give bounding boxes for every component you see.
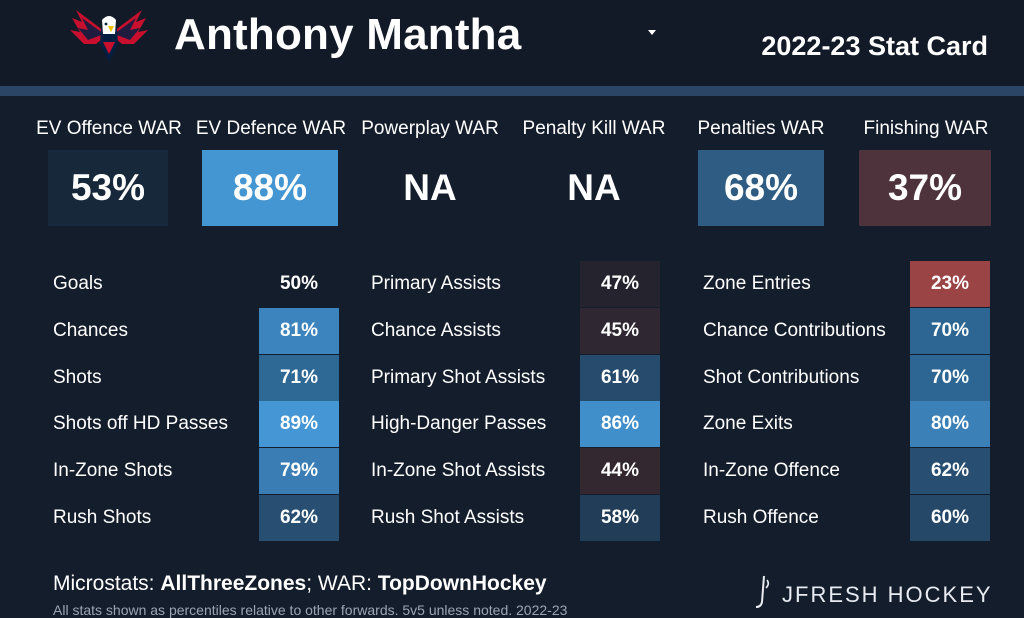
stat-row-rush-offence: Rush Offence 60% (703, 495, 991, 541)
stat-value: 80% (910, 401, 990, 447)
war-label: Penalty Kill WAR (522, 118, 666, 139)
stat-value: 86% (580, 401, 660, 447)
microstats-prefix: Microstats: (53, 572, 161, 595)
stat-label: Zone Exits (703, 413, 793, 434)
stat-value: 62% (259, 495, 339, 541)
stat-row-primary-assists: Primary Assists 47% (371, 261, 663, 307)
stat-row-chances: Chances 81% (53, 308, 339, 354)
war-value-box: 68% (698, 150, 824, 226)
footer-note: All stats shown as percentiles relative … (53, 602, 568, 618)
stat-row-shot-contributions: Shot Contributions 70% (703, 355, 991, 401)
header-bar (0, 0, 1024, 86)
stat-label: Primary Assists (371, 273, 501, 294)
war-value-box: 37% (859, 150, 991, 226)
stat-label: Rush Shot Assists (371, 507, 525, 528)
stat-row-in-zone-offence: In-Zone Offence 62% (703, 448, 991, 494)
stat-row-shots-off-hd-passes: Shots off HD Passes 89% (53, 401, 339, 447)
stat-value: 70% (910, 308, 990, 354)
stat-label: Zone Entries (703, 273, 811, 294)
stat-card-title: 2022-23 Stat Card (761, 31, 988, 61)
war-prefix: ; WAR: (306, 572, 378, 595)
war-value-box: NA (370, 150, 490, 226)
stat-label: Shots off HD Passes (53, 413, 228, 434)
war-ev-offence: EV Offence WAR 53% (28, 114, 190, 228)
stat-row-primary-shot-assists: Primary Shot Assists 61% (371, 355, 663, 401)
war-powerplay: Powerplay WAR NA (349, 114, 511, 228)
war-value-box: 53% (48, 150, 168, 226)
header-divider (0, 86, 1024, 96)
stat-row-high-danger-passes: High-Danger Passes 86% (371, 401, 663, 447)
caret-down-icon[interactable] (644, 24, 660, 40)
stat-label: High-Danger Passes (371, 413, 547, 434)
stat-row-chance-assists: Chance Assists 45% (371, 308, 663, 354)
stat-label: Rush Offence (703, 507, 819, 528)
war-label: EV Defence WAR (195, 118, 347, 139)
war-source: TopDownHockey (377, 572, 547, 595)
stat-row-rush-shot-assists: Rush Shot Assists 58% (371, 495, 663, 541)
war-label: EV Offence WAR (36, 118, 182, 139)
stat-value: 50% (259, 261, 339, 307)
war-label: Powerplay WAR (361, 118, 499, 139)
stat-value: 71% (259, 355, 339, 401)
stat-label: Primary Shot Assists (371, 367, 546, 388)
stat-value: 70% (910, 355, 990, 401)
stat-value: 60% (910, 495, 990, 541)
stat-row-in-zone-shot-assists: In-Zone Shot Assists 44% (371, 448, 663, 494)
stat-label: Shot Contributions (703, 367, 860, 388)
war-ev-defence: EV Defence WAR 88% (190, 114, 352, 228)
player-name: Anthony Mantha (174, 10, 522, 59)
war-penalty-kill: Penalty Kill WAR NA (513, 114, 675, 228)
stat-value: 44% (580, 448, 660, 494)
stat-label: In-Zone Offence (703, 460, 840, 481)
stat-value: 81% (259, 308, 339, 354)
war-value-box: NA (534, 150, 654, 226)
stat-value: 89% (259, 401, 339, 447)
capitals-eagle-logo (70, 10, 148, 62)
war-label: Finishing WAR (863, 118, 989, 139)
stat-label: Chance Contributions (703, 320, 886, 341)
brand-text: JFRESH HOCKEY (782, 582, 993, 607)
stat-label: Rush Shots (53, 507, 152, 528)
war-value-box: 88% (202, 150, 338, 226)
microstats-source: AllThreeZones (160, 572, 307, 595)
stat-row-in-zone-shots: In-Zone Shots 79% (53, 448, 339, 494)
stat-label: In-Zone Shots (53, 460, 173, 481)
stat-value: 58% (580, 495, 660, 541)
stat-value: 62% (910, 448, 990, 494)
war-penalties: Penalties WAR 68% (680, 114, 842, 228)
stat-label: Goals (53, 273, 103, 294)
war-label: Penalties WAR (697, 118, 825, 139)
stat-row-rush-shots: Rush Shots 62% (53, 495, 339, 541)
stat-label: Chances (53, 320, 128, 341)
stat-value: 61% (580, 355, 660, 401)
stat-row-shots: Shots 71% (53, 355, 339, 401)
stat-row-goals: Goals 50% (53, 261, 339, 307)
hockey-stick-icon (755, 575, 770, 608)
stat-value: 23% (910, 261, 990, 307)
stat-row-zone-exits: Zone Exits 80% (703, 401, 991, 447)
stat-label: Shots (53, 367, 102, 388)
stat-label: Chance Assists (371, 320, 501, 341)
stat-row-chance-contributions: Chance Contributions 70% (703, 308, 991, 354)
stat-value: 47% (580, 261, 660, 307)
data-source-credits: Microstats: AllThreeZones; WAR: TopDownH… (53, 572, 547, 596)
stat-row-zone-entries: Zone Entries 23% (703, 261, 991, 307)
stat-value: 79% (259, 448, 339, 494)
stat-value: 45% (580, 308, 660, 354)
war-finishing: Finishing WAR 37% (845, 114, 1007, 228)
stat-label: In-Zone Shot Assists (371, 460, 546, 481)
